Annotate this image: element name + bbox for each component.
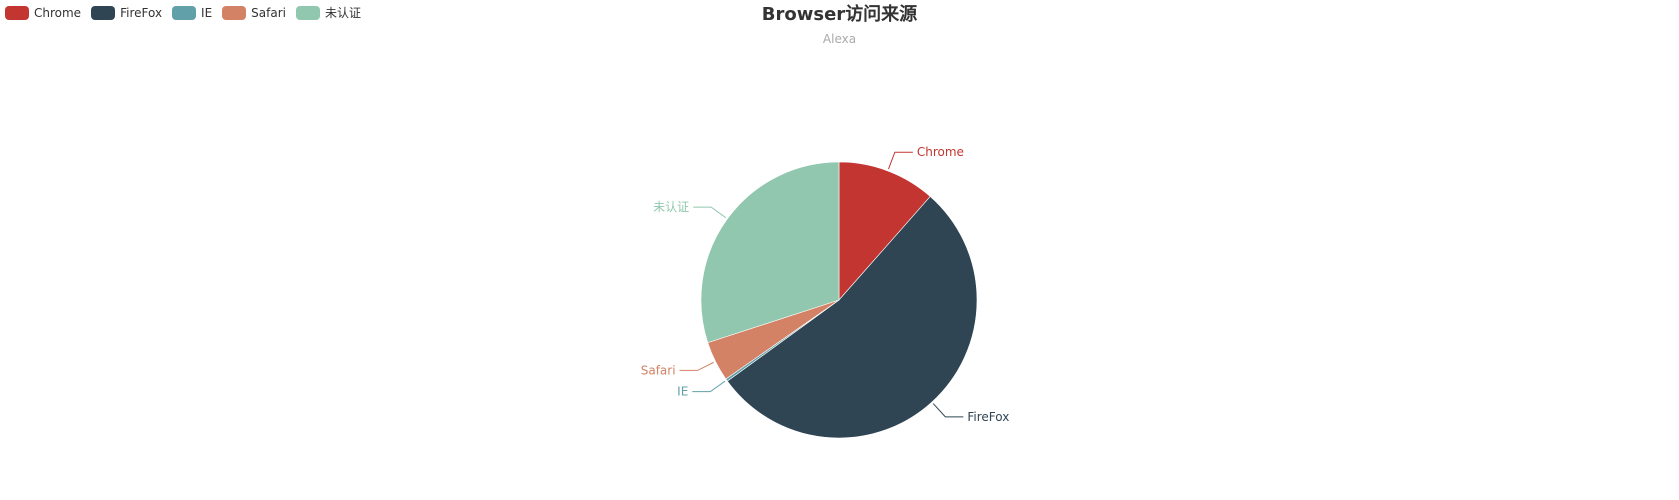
pie-slice-chrome[interactable] — [838, 161, 931, 301]
legend: Chrome FireFox IE Safari 未认证 — [5, 4, 361, 21]
legend-item-ie[interactable]: IE — [172, 5, 213, 20]
chart-subtitle: Alexa — [822, 32, 857, 46]
pie-slice-firefox[interactable] — [726, 196, 978, 439]
pie-label-chrome: Chrome — [917, 145, 964, 159]
pie-label-ie: IE — [677, 385, 688, 399]
pie-label-safari: Safari — [641, 363, 676, 377]
legend-label-safari: Safari — [251, 5, 286, 20]
legend-item-chrome[interactable]: Chrome — [5, 5, 82, 20]
legend-label-unverified: 未认证 — [325, 6, 362, 20]
title-block: Browser访问来源 Alexa — [0, 4, 1679, 46]
pie-label-firefox: FireFox — [967, 410, 1009, 424]
label-line-unverified — [693, 206, 727, 219]
pie-label-unverified: 未认证 — [653, 200, 689, 214]
legend-item-firefox[interactable]: FireFox — [91, 5, 163, 20]
legend-item-safari[interactable]: Safari — [222, 5, 286, 20]
legend-swatch-unverified — [296, 5, 320, 20]
legend-label-firefox: FireFox — [120, 5, 163, 20]
label-line-safari — [679, 361, 714, 371]
chart-title: Browser访问来源 — [761, 4, 918, 25]
label-line-ie — [692, 380, 726, 393]
legend-item-unverified[interactable]: 未认证 — [296, 4, 361, 21]
legend-label-ie: IE — [201, 5, 213, 20]
legend-swatch-ie — [172, 5, 197, 20]
pie-slice-unverified[interactable] — [700, 161, 840, 344]
legend-swatch-safari — [222, 5, 247, 20]
legend-swatch-chrome — [5, 5, 29, 20]
label-line-firefox — [932, 403, 964, 418]
legend-swatch-firefox — [91, 5, 116, 20]
label-line-chrome — [888, 151, 913, 170]
legend-label-chrome: Chrome — [34, 5, 82, 20]
